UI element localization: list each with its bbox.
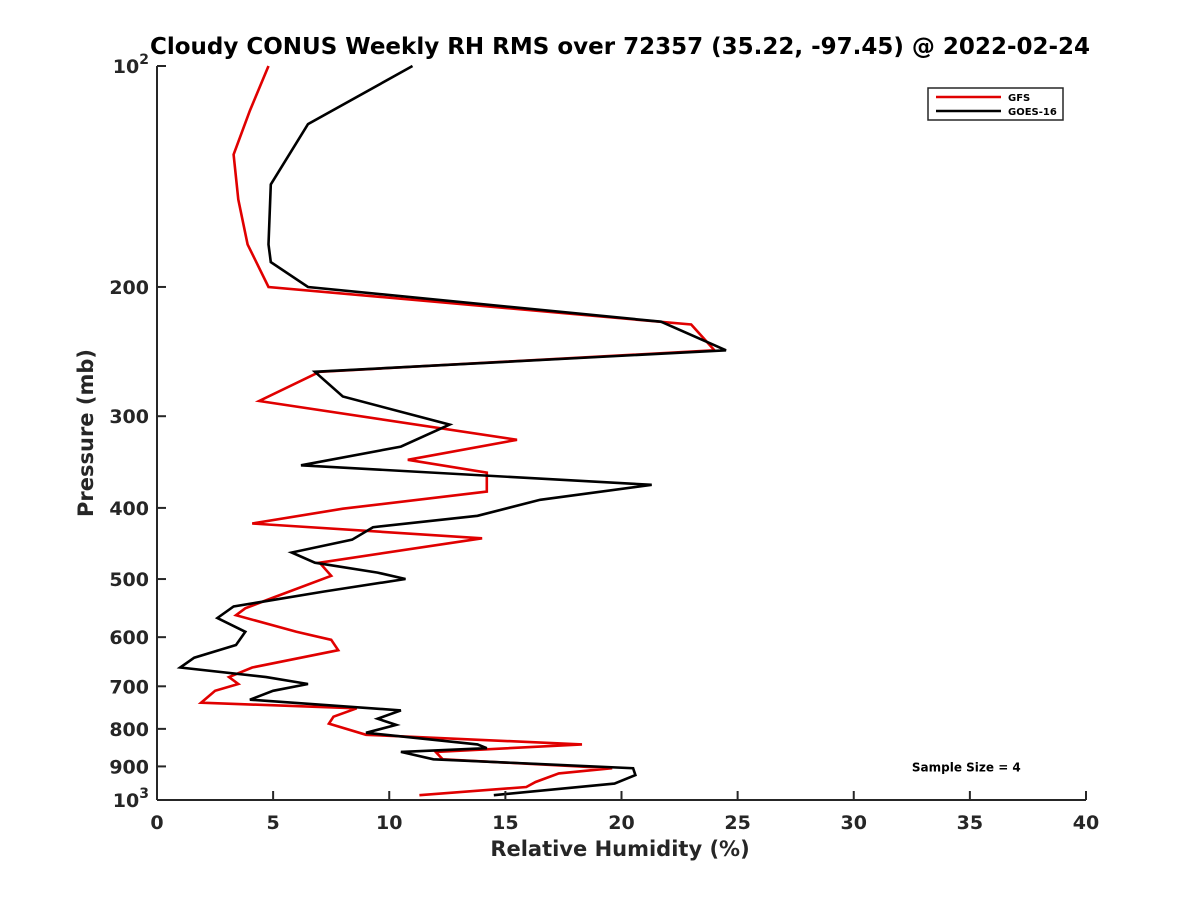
y-tick-label: 300: [109, 406, 149, 428]
x-tick-label: 0: [150, 812, 163, 834]
y-tick-label: 600: [109, 627, 149, 649]
y-tick-label: 103: [113, 786, 149, 812]
y-tick-label: 400: [109, 498, 149, 520]
y-tick-label: 900: [109, 756, 149, 778]
y-tick-label: 200: [109, 277, 149, 299]
y-tick-label: 500: [109, 569, 149, 591]
series-line-goes-16: [176, 64, 727, 797]
chart-title: Cloudy CONUS Weekly RH RMS over 72357 (3…: [150, 34, 1090, 60]
x-tick-label: 40: [1073, 812, 1099, 834]
y-tick-label: 102: [113, 52, 149, 78]
legend-box: [927, 87, 1064, 121]
x-tick-label: 15: [492, 812, 518, 834]
legend: GFS GOES-16: [927, 87, 1064, 121]
x-axis-label: Relative Humidity (%): [490, 837, 749, 861]
x-tick-label: 20: [608, 812, 634, 834]
x-tick-label: 30: [841, 812, 867, 834]
annotations: Sample Size = 4: [912, 760, 1021, 774]
legend-label: GFS: [1008, 93, 1030, 104]
plot-area: [176, 64, 727, 797]
series-line-gfs: [197, 65, 718, 797]
y-tick-label: 800: [109, 719, 149, 741]
x-tick-label: 5: [267, 812, 280, 834]
sample-size-annotation: Sample Size = 4: [912, 760, 1021, 774]
x-tick-label: 25: [724, 812, 750, 834]
axes: 0 5 10 15 20 25 30 35 40 102 200 300 400 500 600 700 800…: [109, 52, 1099, 834]
y-axis-label: Pressure (mb): [74, 349, 98, 517]
legend-label: GOES-16: [1008, 107, 1057, 118]
x-tick-label: 10: [376, 812, 402, 834]
x-tick-label: 35: [957, 812, 983, 834]
y-tick-label: 700: [109, 676, 149, 698]
